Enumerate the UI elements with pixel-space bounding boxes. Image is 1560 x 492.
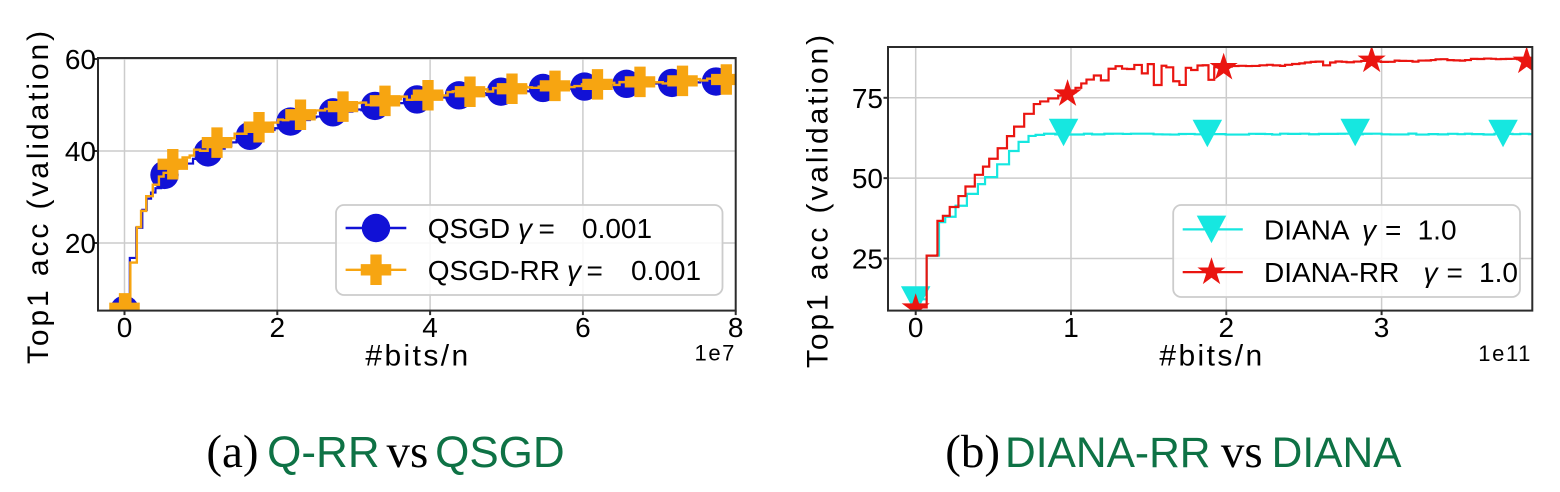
svg-text:40: 40: [65, 136, 96, 167]
svg-text:(a): (a): [206, 426, 258, 478]
svg-text:Top1 acc (validation): Top1 acc (validation): [802, 32, 835, 368]
svg-text:#bits/n: #bits/n: [1159, 340, 1264, 373]
svg-text:6: 6: [575, 312, 591, 343]
svg-text:DIANA-RR: DIANA-RR: [1005, 430, 1210, 477]
svg-text:2: 2: [1219, 312, 1235, 343]
svg-text:Q-RR: Q-RR: [267, 428, 379, 477]
svg-text:75: 75: [852, 83, 883, 114]
svg-text:4: 4: [422, 312, 438, 343]
svg-text:#bits/n: #bits/n: [365, 340, 470, 373]
svg-text:vs: vs: [387, 426, 429, 478]
svg-text:1e7: 1e7: [694, 341, 736, 366]
svg-text:0: 0: [908, 312, 924, 343]
svg-text:QSGD-RRγ=0.001: QSGD-RR γ = 0.001: [428, 255, 701, 286]
svg-text:DIANA: DIANA: [1272, 430, 1403, 477]
svg-text:1e11: 1e11: [1478, 341, 1532, 366]
svg-text:2: 2: [270, 312, 286, 343]
svg-text:Top1 acc (validation): Top1 acc (validation): [22, 28, 55, 364]
svg-text:1: 1: [1063, 312, 1079, 343]
svg-text:20: 20: [65, 228, 96, 259]
svg-text:3: 3: [1374, 312, 1390, 343]
svg-text:60: 60: [65, 44, 96, 75]
svg-text:vs: vs: [1221, 426, 1263, 478]
svg-text:25: 25: [852, 244, 883, 275]
svg-text:0: 0: [117, 312, 133, 343]
svg-text:(b): (b): [945, 426, 1000, 478]
svg-text:QSGD: QSGD: [435, 428, 565, 477]
svg-text:DIANA-RRγ=1.0: DIANA-RR γ = 1.0: [1264, 257, 1518, 288]
svg-text:8: 8: [728, 312, 744, 343]
svg-text:50: 50: [852, 163, 883, 194]
